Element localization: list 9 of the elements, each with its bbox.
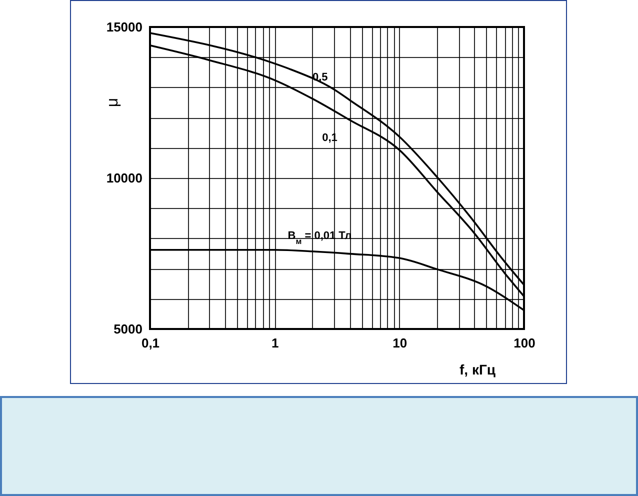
y-tick-label: 10000: [106, 170, 142, 186]
x-tick-label: 10: [392, 336, 408, 350]
x-axis-title: f, кГц: [460, 362, 496, 378]
x-tick-label: 0,1: [141, 336, 160, 350]
x-tick-label: 1: [272, 336, 279, 350]
y-axis-title: μ: [104, 98, 122, 108]
y-tick-label: 5000: [114, 322, 142, 336]
x-tick-label: 100: [514, 336, 536, 350]
y-tick-label: 15000: [106, 20, 142, 34]
